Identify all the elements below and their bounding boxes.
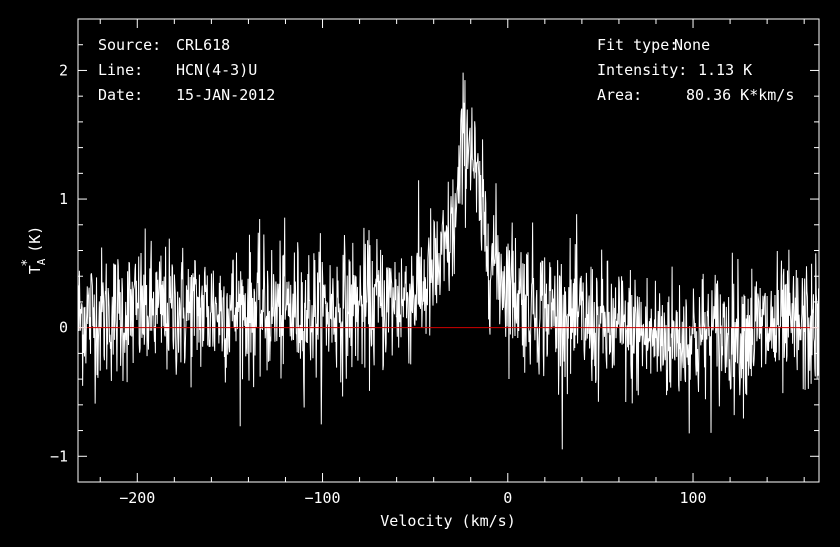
y-axis-label: TA* (K) <box>20 226 48 275</box>
intensity-label: Intensity: <box>597 61 687 79</box>
y-tick-label: −1 <box>50 447 68 465</box>
fit-type-value: None <box>674 36 710 54</box>
source-value: CRL618 <box>176 36 230 54</box>
y-tick-label: 0 <box>59 319 68 337</box>
axes-group: −200 −100 0 100 −1 0 1 2 <box>50 18 819 507</box>
date-value: 15-JAN-2012 <box>176 86 275 104</box>
x-tick-label: −200 <box>119 489 155 507</box>
y-axis-label-sub: A <box>35 258 48 265</box>
y-axis-label-sup: * <box>20 259 35 267</box>
spectrum-line <box>77 72 820 450</box>
area-value: 80.36 K*km/s <box>686 86 794 104</box>
y-tick-label: 1 <box>59 190 68 208</box>
y-tick-label: 2 <box>59 61 68 79</box>
area-label: Area: <box>597 86 642 104</box>
line-value: HCN(4-3)U <box>176 61 257 79</box>
x-tick-label: 100 <box>679 489 706 507</box>
x-tick-label: −100 <box>304 489 340 507</box>
y-axis-label-main: T <box>26 265 44 274</box>
x-axis-label: Velocity (km/s) <box>380 512 515 530</box>
date-label: Date: <box>98 86 143 104</box>
source-label: Source: <box>98 36 161 54</box>
spectrum-trace-group <box>77 72 820 450</box>
fit-type-label: Fit type: <box>597 36 678 54</box>
y-axis-label-unit: (K) <box>26 226 44 253</box>
intensity-value: 1.13 K <box>698 61 752 79</box>
x-tick-label: 0 <box>503 489 512 507</box>
line-label: Line: <box>98 61 143 79</box>
svg-text:TA*(K): TA* (K) <box>20 226 48 275</box>
